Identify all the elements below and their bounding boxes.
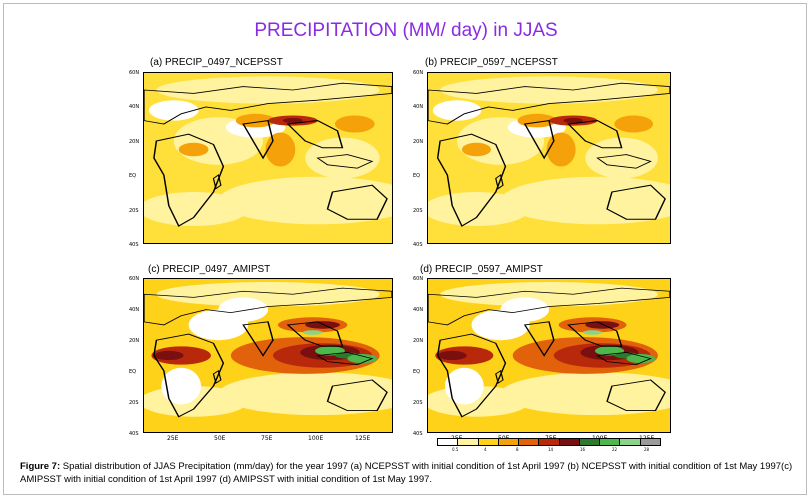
coastline-islands	[596, 352, 652, 366]
lon-tick-label: 100E	[308, 435, 324, 442]
lat-tick-label: 20N	[129, 338, 140, 344]
coastline-islands	[596, 154, 652, 169]
caption-text: Spatial distribution of JJAS Precipitati…	[20, 461, 793, 485]
lat-tick-label: 40S	[413, 431, 423, 437]
lat-tick-label: 20S	[413, 400, 423, 406]
lat-tick-label: 20S	[413, 207, 423, 214]
coastline-australia	[606, 184, 666, 220]
colorbar-label: 14	[548, 447, 554, 452]
lat-tick-label: 20N	[129, 138, 140, 145]
panel-label: (b) PRECIP_0597_NCEPSST	[425, 57, 558, 68]
lat-tick-label: 40N	[413, 307, 424, 313]
lat-tick-label: 40N	[413, 104, 424, 111]
coastline-madagascar	[212, 174, 222, 190]
coastline-australia	[606, 379, 666, 412]
lat-tick-label: 60N	[129, 70, 140, 76]
colorbar-label: 22	[612, 447, 618, 452]
colorbar-swatch	[600, 439, 621, 445]
lat-tick-label: 20N	[413, 338, 424, 344]
colorbar-swatch	[519, 439, 540, 445]
figure-caption: Figure 7: Spatial distribution of JJAS P…	[20, 460, 800, 486]
colorbar-swatch	[539, 439, 560, 445]
coastline-india	[523, 119, 555, 160]
coastline-north	[144, 287, 392, 326]
lat-tick-label: 60N	[413, 276, 424, 282]
coastline-islands	[316, 154, 374, 169]
precip-map	[427, 278, 671, 433]
coastline-australia	[326, 379, 388, 412]
panel-label: (a) PRECIP_0497_NCEPSST	[150, 57, 283, 68]
coastline-india	[242, 119, 274, 160]
lat-tick-label: 20S	[129, 207, 139, 214]
figure-title: PRECIPITATION (MM/ day) in JJAS	[254, 20, 558, 41]
lat-tick-label: EQ	[413, 173, 421, 180]
lat-tick-label: EQ	[129, 173, 137, 180]
coastline-madagascar	[495, 174, 504, 190]
colorbar-label: 16	[580, 447, 586, 452]
coastline-india	[523, 321, 555, 357]
colorbar-swatch	[438, 439, 459, 445]
coastline-india	[242, 321, 274, 357]
panel-label: (c) PRECIP_0497_AMIPST	[148, 264, 271, 275]
lon-tick-label: 25E	[167, 435, 179, 442]
coastline-se-asia	[567, 321, 623, 347]
lat-tick-label: 40S	[129, 431, 139, 437]
colorbar-swatch	[458, 439, 479, 445]
lat-tick-label: 20S	[129, 400, 139, 406]
lon-tick-label: 50E	[214, 435, 226, 442]
figure-frame	[3, 3, 807, 495]
coastline-africa	[436, 133, 507, 227]
caption-lead: Figure 7:	[20, 461, 61, 472]
coastline-madagascar	[212, 370, 222, 384]
colorbar-label: 4	[484, 447, 487, 452]
lat-tick-label: 60N	[413, 70, 424, 76]
lat-tick-label: EQ	[413, 369, 421, 375]
lat-tick-label: 60N	[129, 276, 140, 282]
colorbar-swatch	[579, 439, 601, 445]
colorbar-label: 0.5	[452, 447, 459, 452]
lat-tick-label: 20N	[413, 138, 424, 145]
coastline-north	[428, 287, 670, 326]
lat-tick-label: 40S	[129, 242, 139, 248]
coastline-north	[428, 82, 670, 125]
precip-map	[143, 278, 393, 433]
coastline-africa	[436, 333, 507, 418]
lat-tick-label: 40N	[129, 307, 140, 313]
coastline-islands	[316, 352, 374, 366]
coastline-north	[144, 82, 392, 125]
colorbar-swatch	[498, 439, 520, 445]
coastline-africa	[153, 333, 225, 418]
lat-tick-label: 40S	[413, 242, 423, 248]
lat-tick-label: 40N	[129, 104, 140, 111]
precip-map	[427, 72, 671, 244]
precip-map	[143, 72, 393, 244]
coastline-se-asia	[567, 120, 623, 149]
colorbar-label: 28	[644, 447, 650, 452]
colorbar-label: 8	[516, 447, 519, 452]
lon-tick-label: 125E	[355, 435, 371, 442]
lat-tick-label: EQ	[129, 369, 137, 375]
coastline-australia	[326, 184, 388, 220]
colorbar-swatch	[640, 439, 660, 445]
coastline-africa	[153, 133, 225, 227]
lon-tick-label: 75E	[261, 435, 273, 442]
coastline-se-asia	[286, 321, 344, 347]
panel-label: (d) PRECIP_0597_AMIPST	[420, 264, 543, 275]
colorbar-swatch	[620, 439, 641, 445]
coastline-se-asia	[286, 120, 344, 149]
colorbar-swatch	[559, 439, 580, 445]
colorbar	[437, 438, 661, 446]
colorbar-swatch	[478, 439, 499, 445]
coastline-madagascar	[495, 370, 504, 384]
